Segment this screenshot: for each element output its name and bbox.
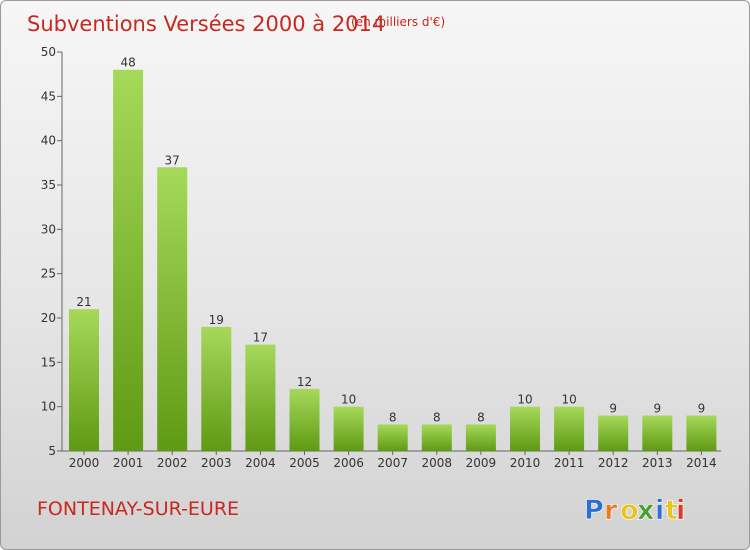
y-tick-label: 35 (41, 178, 56, 192)
x-tick-label: 2007 (377, 456, 408, 470)
bar-2004 (245, 344, 276, 451)
x-tick-label: 2003 (201, 456, 232, 470)
bar-value-label: 9 (609, 402, 617, 416)
bar-value-label: 37 (165, 153, 180, 167)
logo-letter: o (620, 495, 639, 526)
y-tick-label: 45 (41, 89, 56, 103)
bar-value-label: 17 (253, 331, 268, 345)
bar-2014 (686, 415, 717, 451)
bars: 21 48 37 19 17 12 10 8 8 8 10 10 9 9 9 (69, 56, 717, 451)
bar-value-label: 21 (76, 295, 91, 309)
x-tick-label: 2011 (554, 456, 585, 470)
bar-2005 (289, 388, 320, 451)
bar-2009 (465, 424, 496, 451)
x-tick-label: 2004 (245, 456, 276, 470)
logo-letter: i (655, 495, 664, 526)
y-tick-label: 30 (41, 222, 56, 236)
y-tick-label: 25 (41, 267, 56, 281)
bar-value-label: 12 (297, 375, 312, 389)
bar-value-label: 48 (120, 56, 135, 70)
logo-letter: P (584, 495, 604, 526)
y-tick-label: 40 (41, 134, 56, 148)
chart-subtitle: (en milliers d'€) (351, 15, 445, 29)
x-tick-label: 2001 (113, 456, 144, 470)
bar-value-label: 9 (653, 402, 661, 416)
bar-2012 (598, 415, 629, 451)
bar-2003 (201, 326, 232, 451)
bar-value-label: 8 (389, 410, 397, 424)
bar-2002 (157, 167, 188, 451)
x-tick-label: 2008 (422, 456, 453, 470)
x-tick-label: 2013 (642, 456, 673, 470)
x-tick-label: 2006 (333, 456, 364, 470)
bar-2008 (421, 424, 452, 451)
x-tick-label: 2000 (69, 456, 100, 470)
bar-value-label: 10 (341, 393, 356, 407)
bar-value-label: 9 (698, 402, 706, 416)
x-tick-label: 2005 (289, 456, 320, 470)
bar-2013 (642, 415, 673, 451)
x-tick-label: 2002 (157, 456, 188, 470)
logo-letter: i (676, 495, 685, 526)
x-tick-label: 2012 (598, 456, 629, 470)
logo-letter: r (604, 495, 618, 526)
commune-name: FONTENAY-SUR-EURE (37, 498, 239, 520)
bar-2007 (377, 424, 408, 451)
bar-2011 (554, 406, 585, 451)
bar-2006 (333, 406, 364, 451)
bar-value-label: 8 (433, 410, 441, 424)
bar-value-label: 10 (561, 393, 576, 407)
logo-letter: x (637, 495, 654, 526)
y-tick-label: 10 (41, 400, 56, 414)
y-tick-label: 15 (41, 355, 56, 369)
x-tick-label: 2014 (686, 456, 717, 470)
y-tick-label: 20 (41, 311, 56, 325)
y-tick-label: 5 (48, 444, 56, 458)
axes: 5 10 15 20 25 30 35 40 45 50 2000 2001 2002 2003 2004 2… (41, 45, 721, 470)
y-tick-label: 50 (41, 45, 56, 59)
chart-title: Subventions Versées 2000 à 2014 (27, 12, 385, 36)
bar-value-label: 19 (209, 313, 224, 327)
bar-2001 (113, 69, 144, 451)
bar-2010 (510, 406, 540, 451)
bar-value-label: 8 (477, 410, 485, 424)
x-tick-label: 2010 (510, 456, 541, 470)
bar-value-label: 10 (517, 393, 532, 407)
logo-letter: t (665, 495, 678, 526)
bar-2000 (69, 309, 99, 451)
x-tick-label: 2009 (466, 456, 497, 470)
